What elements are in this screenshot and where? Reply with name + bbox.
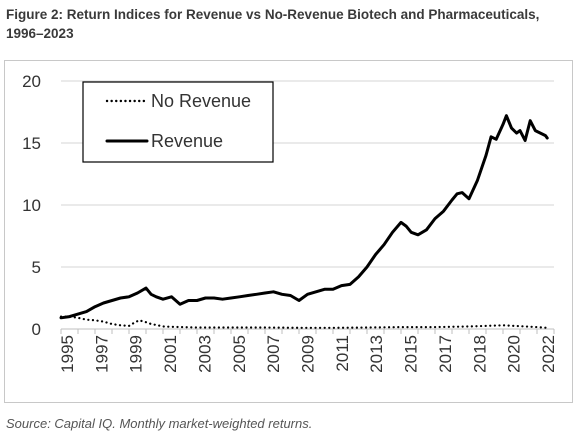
x-tick-label: 2020 <box>505 335 524 373</box>
x-tick-label: 1995 <box>58 335 77 373</box>
x-tick-label: 2007 <box>264 335 283 373</box>
x-tick-label: 2017 <box>436 335 455 373</box>
source-note: Source: Capital IQ. Monthly market-weigh… <box>6 416 313 431</box>
x-tick-label: 2015 <box>402 335 421 373</box>
y-tick-label: 20 <box>22 72 41 91</box>
x-tick-label: 2003 <box>195 335 214 373</box>
legend-label: Revenue <box>151 131 223 151</box>
line-chart: 0 5 10 15 20 1995 1997 1999 2001 2003 2005 2007 2009… <box>22 72 558 373</box>
x-tick-label: 1997 <box>92 335 111 373</box>
y-tick-label: 5 <box>32 258 41 277</box>
figure-title: Figure 2: Return Indices for Revenue vs … <box>6 7 540 41</box>
x-tick-label: 1999 <box>127 335 146 373</box>
y-tick-label: 10 <box>22 196 41 215</box>
x-tick-label: 2001 <box>161 335 180 373</box>
x-tick-label: 2005 <box>230 335 249 373</box>
series-line-revenue <box>59 114 549 320</box>
legend-box <box>82 81 274 163</box>
x-tick-label: 2022 <box>539 335 558 373</box>
y-tick-label: 0 <box>32 320 41 339</box>
x-tick-label: 2009 <box>299 335 318 373</box>
x-tick-label: 2013 <box>367 335 386 373</box>
series-line-no-revenue <box>59 315 549 329</box>
legend-label: No Revenue <box>151 91 251 111</box>
x-tick-label: 2011 <box>333 335 352 372</box>
chart-frame: 0 5 10 15 20 1995 1997 1999 2001 2003 2005 2007 2009… <box>4 60 573 403</box>
x-tick-label: 2018 <box>470 335 489 373</box>
y-tick-label: 15 <box>22 134 41 153</box>
